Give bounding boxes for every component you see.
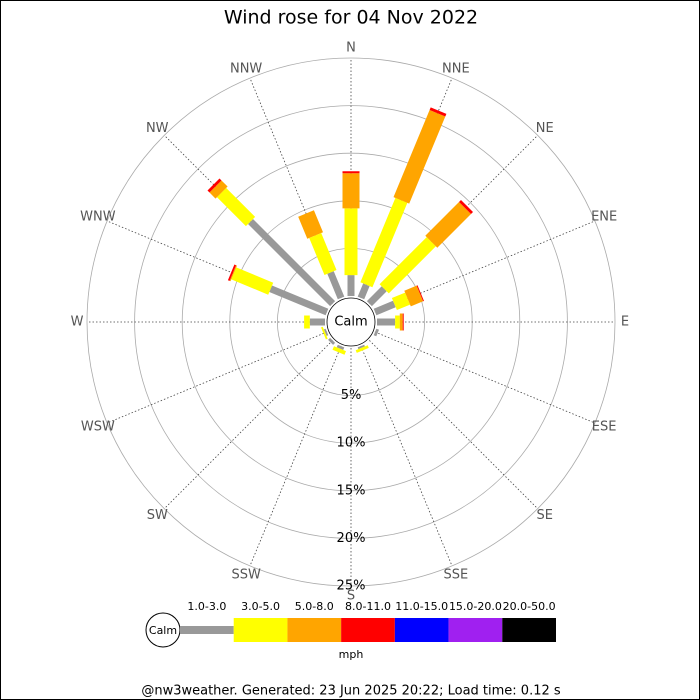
- legend-swatch: [233, 618, 288, 642]
- direction-label: SW: [147, 508, 168, 523]
- wind-segment: [360, 197, 408, 288]
- grid-ring: [181, 152, 521, 492]
- calm-label: Calm: [334, 315, 367, 330]
- wind-segment: [248, 219, 336, 307]
- wind-segment: [373, 300, 396, 316]
- direction-label: ESE: [592, 419, 617, 434]
- wind-segment: [321, 326, 328, 340]
- wind-segment: [269, 285, 329, 316]
- r-tick-label: 20%: [337, 531, 366, 546]
- wind-segment: [231, 267, 274, 295]
- wind-segment: [416, 285, 424, 302]
- calm-circle: [326, 297, 376, 347]
- wind-segment: [227, 264, 237, 281]
- wind-segment: [377, 318, 396, 326]
- legend-swatch: [502, 618, 556, 642]
- direction-label: E: [621, 315, 629, 330]
- direction-label: WNW: [80, 210, 116, 225]
- r-tick-label: 15%: [337, 483, 366, 498]
- wind-segment: [298, 210, 323, 239]
- legend-swatch: [394, 618, 449, 642]
- direction-label: SSW: [231, 568, 261, 583]
- wind-segment: [391, 292, 411, 310]
- wind-segment: [355, 345, 369, 353]
- direction-label: NNE: [442, 61, 470, 76]
- wind-segment: [342, 173, 360, 209]
- direction-label: W: [71, 315, 84, 330]
- legend-label: 20.0-50.0: [503, 600, 556, 613]
- direction-line: [360, 345, 453, 567]
- r-tick-label: 5%: [341, 388, 362, 403]
- unit-label: mph: [339, 648, 364, 661]
- wind-segment: [327, 271, 345, 300]
- legend-swatch: [180, 626, 234, 634]
- wind-segment: [399, 313, 403, 331]
- legend-label: 8.0-11.0: [345, 600, 391, 613]
- legend-label: 1.0-3.0: [187, 600, 226, 613]
- wind-segment: [323, 328, 329, 336]
- r-tick-label: 10%: [337, 436, 366, 451]
- direction-label: SE: [537, 508, 553, 523]
- legend-label: 5.0-8.0: [295, 600, 334, 613]
- wind-segment: [309, 318, 325, 326]
- wind-segment: [429, 107, 447, 117]
- wind-segment: [304, 315, 310, 329]
- footer: @nw3weather. Generated: 23 Jun 2025 20:2…: [141, 684, 561, 699]
- direction-label: NW: [146, 121, 169, 136]
- direction-line: [374, 331, 596, 424]
- legend-swatch: [287, 618, 342, 642]
- wind-segment: [393, 110, 446, 204]
- wind-segment: [342, 171, 360, 174]
- wind-segment: [357, 283, 370, 300]
- chart-title: Wind rose for 04 Nov 2022: [224, 7, 478, 29]
- direction-label: NE: [536, 121, 554, 136]
- wind-segment: [209, 180, 228, 199]
- legend-swatch: [341, 618, 395, 642]
- direction-line: [249, 345, 342, 567]
- grid-ring: [86, 57, 616, 587]
- direction-label: SSE: [443, 568, 468, 583]
- legend-label: 15.0-20.0: [449, 600, 502, 613]
- wind-segment: [459, 200, 473, 214]
- direction-line: [106, 331, 328, 424]
- r-tick-label: 25%: [337, 579, 366, 594]
- wind-segment: [373, 328, 379, 337]
- wind-segment: [216, 187, 256, 227]
- direction-label: S: [347, 589, 355, 604]
- wind-segment: [344, 208, 358, 276]
- direction-label: N: [346, 41, 356, 56]
- direction-line: [369, 340, 538, 509]
- legend-label: 3.0-5.0: [241, 600, 280, 613]
- wind-segment: [357, 344, 365, 350]
- wind-segment: [229, 265, 237, 282]
- direction-label: ENE: [591, 210, 617, 225]
- direction-label: WSW: [81, 419, 115, 434]
- wind-segment: [328, 337, 336, 345]
- wind-segment: [366, 286, 387, 307]
- legend-swatch: [448, 618, 503, 642]
- direction-line: [164, 340, 333, 509]
- wind-segment: [336, 344, 345, 350]
- wind-segment: [425, 202, 471, 248]
- legend-calm-label: Calm: [149, 624, 177, 637]
- legend-label: 11.0-15.0: [395, 600, 448, 613]
- direction-label: NNW: [230, 61, 262, 76]
- wind-segment: [379, 237, 436, 294]
- wind-segment: [309, 233, 337, 275]
- wind-segment: [404, 285, 424, 307]
- wind-segment: [347, 275, 355, 296]
- wind-segment: [332, 346, 346, 355]
- wind-segment: [207, 178, 222, 193]
- wind-segment: [402, 313, 404, 331]
- wind-segment: [395, 315, 400, 329]
